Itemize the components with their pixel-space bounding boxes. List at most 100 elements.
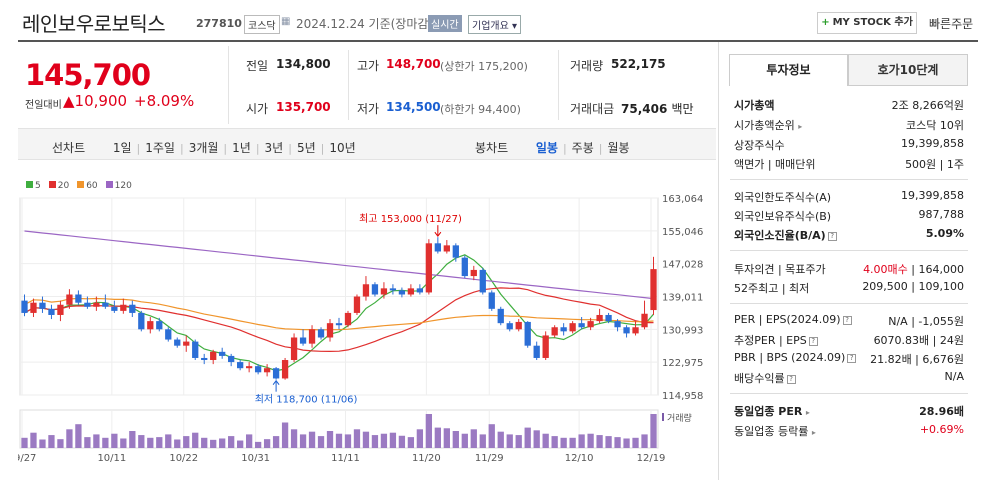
volume-bar — [515, 435, 522, 448]
company-overview-dropdown[interactable]: 기업개요 ▾ — [468, 15, 522, 34]
volume-bar — [308, 431, 316, 448]
volume-bar — [84, 437, 91, 448]
volume-bar — [245, 434, 253, 448]
volume-bar — [650, 414, 657, 448]
chevron-right-icon: ▸ — [805, 408, 810, 417]
legend-swatch — [105, 181, 113, 188]
y-tick-label: 163,064 — [662, 194, 703, 205]
quick-order-link[interactable]: 빠른주문 — [929, 17, 974, 31]
candle-body — [344, 312, 352, 326]
volume-bar — [461, 433, 468, 448]
x-tick-label: 11/29 — [475, 453, 504, 464]
candle-body — [245, 366, 253, 369]
period-tab-2[interactable]: 1주일 — [145, 141, 175, 155]
x-tick-label: 11/20 — [412, 453, 441, 464]
volume-bar — [263, 439, 271, 448]
volume-bar — [632, 437, 639, 448]
foreign-limit-label: 외국인한도주식수(A) — [734, 191, 832, 204]
volume-bar — [434, 427, 441, 448]
amount-unit: 백만 — [671, 102, 694, 116]
dividend-value: N/A — [944, 370, 964, 383]
x-tick-label: 09/27 — [18, 453, 36, 464]
volume-bar — [389, 432, 397, 448]
amount-label: 거래대금 — [570, 102, 615, 116]
candle-body — [219, 351, 226, 356]
help-icon[interactable]: ? — [827, 232, 837, 241]
candle-body — [281, 360, 289, 379]
y-tick-label: 122,975 — [662, 358, 703, 369]
row-per: PER | EPS(2024.09)? N/A | -1,055원 — [734, 313, 964, 331]
add-mystock-button[interactable]: + MY STOCK 추가 — [817, 12, 917, 34]
period-tab-4[interactable]: 1년 — [232, 141, 251, 155]
candle-body — [578, 323, 585, 328]
period-tab-6[interactable]: 5년 — [296, 141, 316, 155]
prev-close-label: 전일 — [246, 59, 269, 73]
volume-bar — [497, 431, 504, 448]
volume-bar — [344, 434, 352, 448]
foreign-hold-value: 987,788 — [918, 208, 965, 221]
candle-body — [263, 368, 271, 373]
candle-tab-3[interactable]: 월봉 — [607, 141, 630, 155]
volume-bar — [614, 437, 621, 448]
candle-body — [425, 243, 433, 293]
candle-tab-2[interactable]: 주봉 — [571, 141, 594, 155]
volume-bar — [533, 430, 540, 448]
pbr-value: 21.82배 | 6,676원 — [870, 353, 964, 366]
candle-body — [129, 304, 136, 313]
candle-body — [632, 327, 639, 334]
chevron-right-icon: ▸ — [798, 122, 803, 131]
opinion-value: 4.00매수 — [863, 263, 908, 276]
candle-tab-0[interactable]: 봉차트 — [475, 141, 509, 155]
divider — [730, 303, 968, 304]
candle-body — [308, 329, 316, 344]
volume-bar — [21, 437, 28, 448]
tab-bid-ask[interactable]: 호가10단계 — [848, 54, 968, 86]
ma5-line — [24, 254, 654, 372]
candle-body — [93, 302, 100, 307]
candle-body — [192, 341, 199, 358]
volume-bar — [156, 437, 163, 448]
period-tab-1[interactable]: 1일 — [112, 141, 132, 155]
foreign-hold-label: 외국인보유주식수(B) — [734, 210, 832, 223]
candle-tabs: 봉차트|일봉|주봉|월봉 — [475, 137, 630, 156]
candle-tab-1[interactable]: 일봉 — [535, 141, 558, 155]
volume-bar — [524, 427, 531, 448]
price-chart[interactable]: 163,064 155,046 147,028 139,011 130,993 122,9… — [18, 190, 718, 480]
help-icon[interactable]: ? — [808, 337, 818, 346]
legend-label: 60 — [86, 181, 98, 191]
candle-body — [39, 302, 46, 309]
volume-label: 거래량 — [570, 59, 604, 73]
volume-bar — [219, 438, 226, 448]
candle-body — [362, 284, 370, 297]
period-tab-7[interactable]: 10년 — [329, 141, 356, 155]
amount-value: 75,406 백만 — [621, 100, 694, 117]
candle-body — [183, 341, 190, 346]
high-annotation: 최고 153,000 (11/27) — [359, 213, 462, 225]
volume-bar — [362, 431, 370, 448]
mcap-rank-label: 시가총액순위 — [734, 119, 795, 132]
y-tick-label: 155,046 — [662, 227, 703, 238]
high-label: 고가 — [357, 59, 380, 73]
est-per-value: 6070.83배 | 24원 — [873, 334, 964, 347]
candle-body — [416, 288, 424, 293]
help-icon[interactable]: ? — [786, 375, 796, 384]
up-triangle-icon: ▲ — [63, 92, 75, 110]
period-tab-5[interactable]: 3년 — [264, 141, 284, 155]
period-tab-3[interactable]: 3개월 — [188, 141, 219, 155]
candle-body — [75, 294, 82, 303]
change-percent: +8.09% — [134, 92, 195, 110]
period-tab-0[interactable]: 선차트 — [52, 141, 86, 155]
range52-label: 52주최고 | 최저 — [734, 282, 810, 295]
realtime-button[interactable]: 실시간 — [428, 15, 462, 32]
help-icon[interactable]: ? — [847, 354, 857, 363]
row-est-per: 추정PER | EPS? 6070.83배 | 24원 — [734, 332, 964, 350]
tab-investment-info[interactable]: 투자정보 — [729, 54, 848, 86]
divider — [228, 46, 229, 124]
candle-body — [506, 323, 513, 330]
per-value: N/A | -1,055원 — [888, 315, 964, 328]
volume-bar — [326, 431, 334, 448]
change-label: 전일대비 — [25, 100, 62, 111]
overview-label: 기업개요 — [472, 21, 509, 32]
help-icon[interactable]: ? — [842, 316, 852, 325]
candle-body — [371, 284, 379, 295]
